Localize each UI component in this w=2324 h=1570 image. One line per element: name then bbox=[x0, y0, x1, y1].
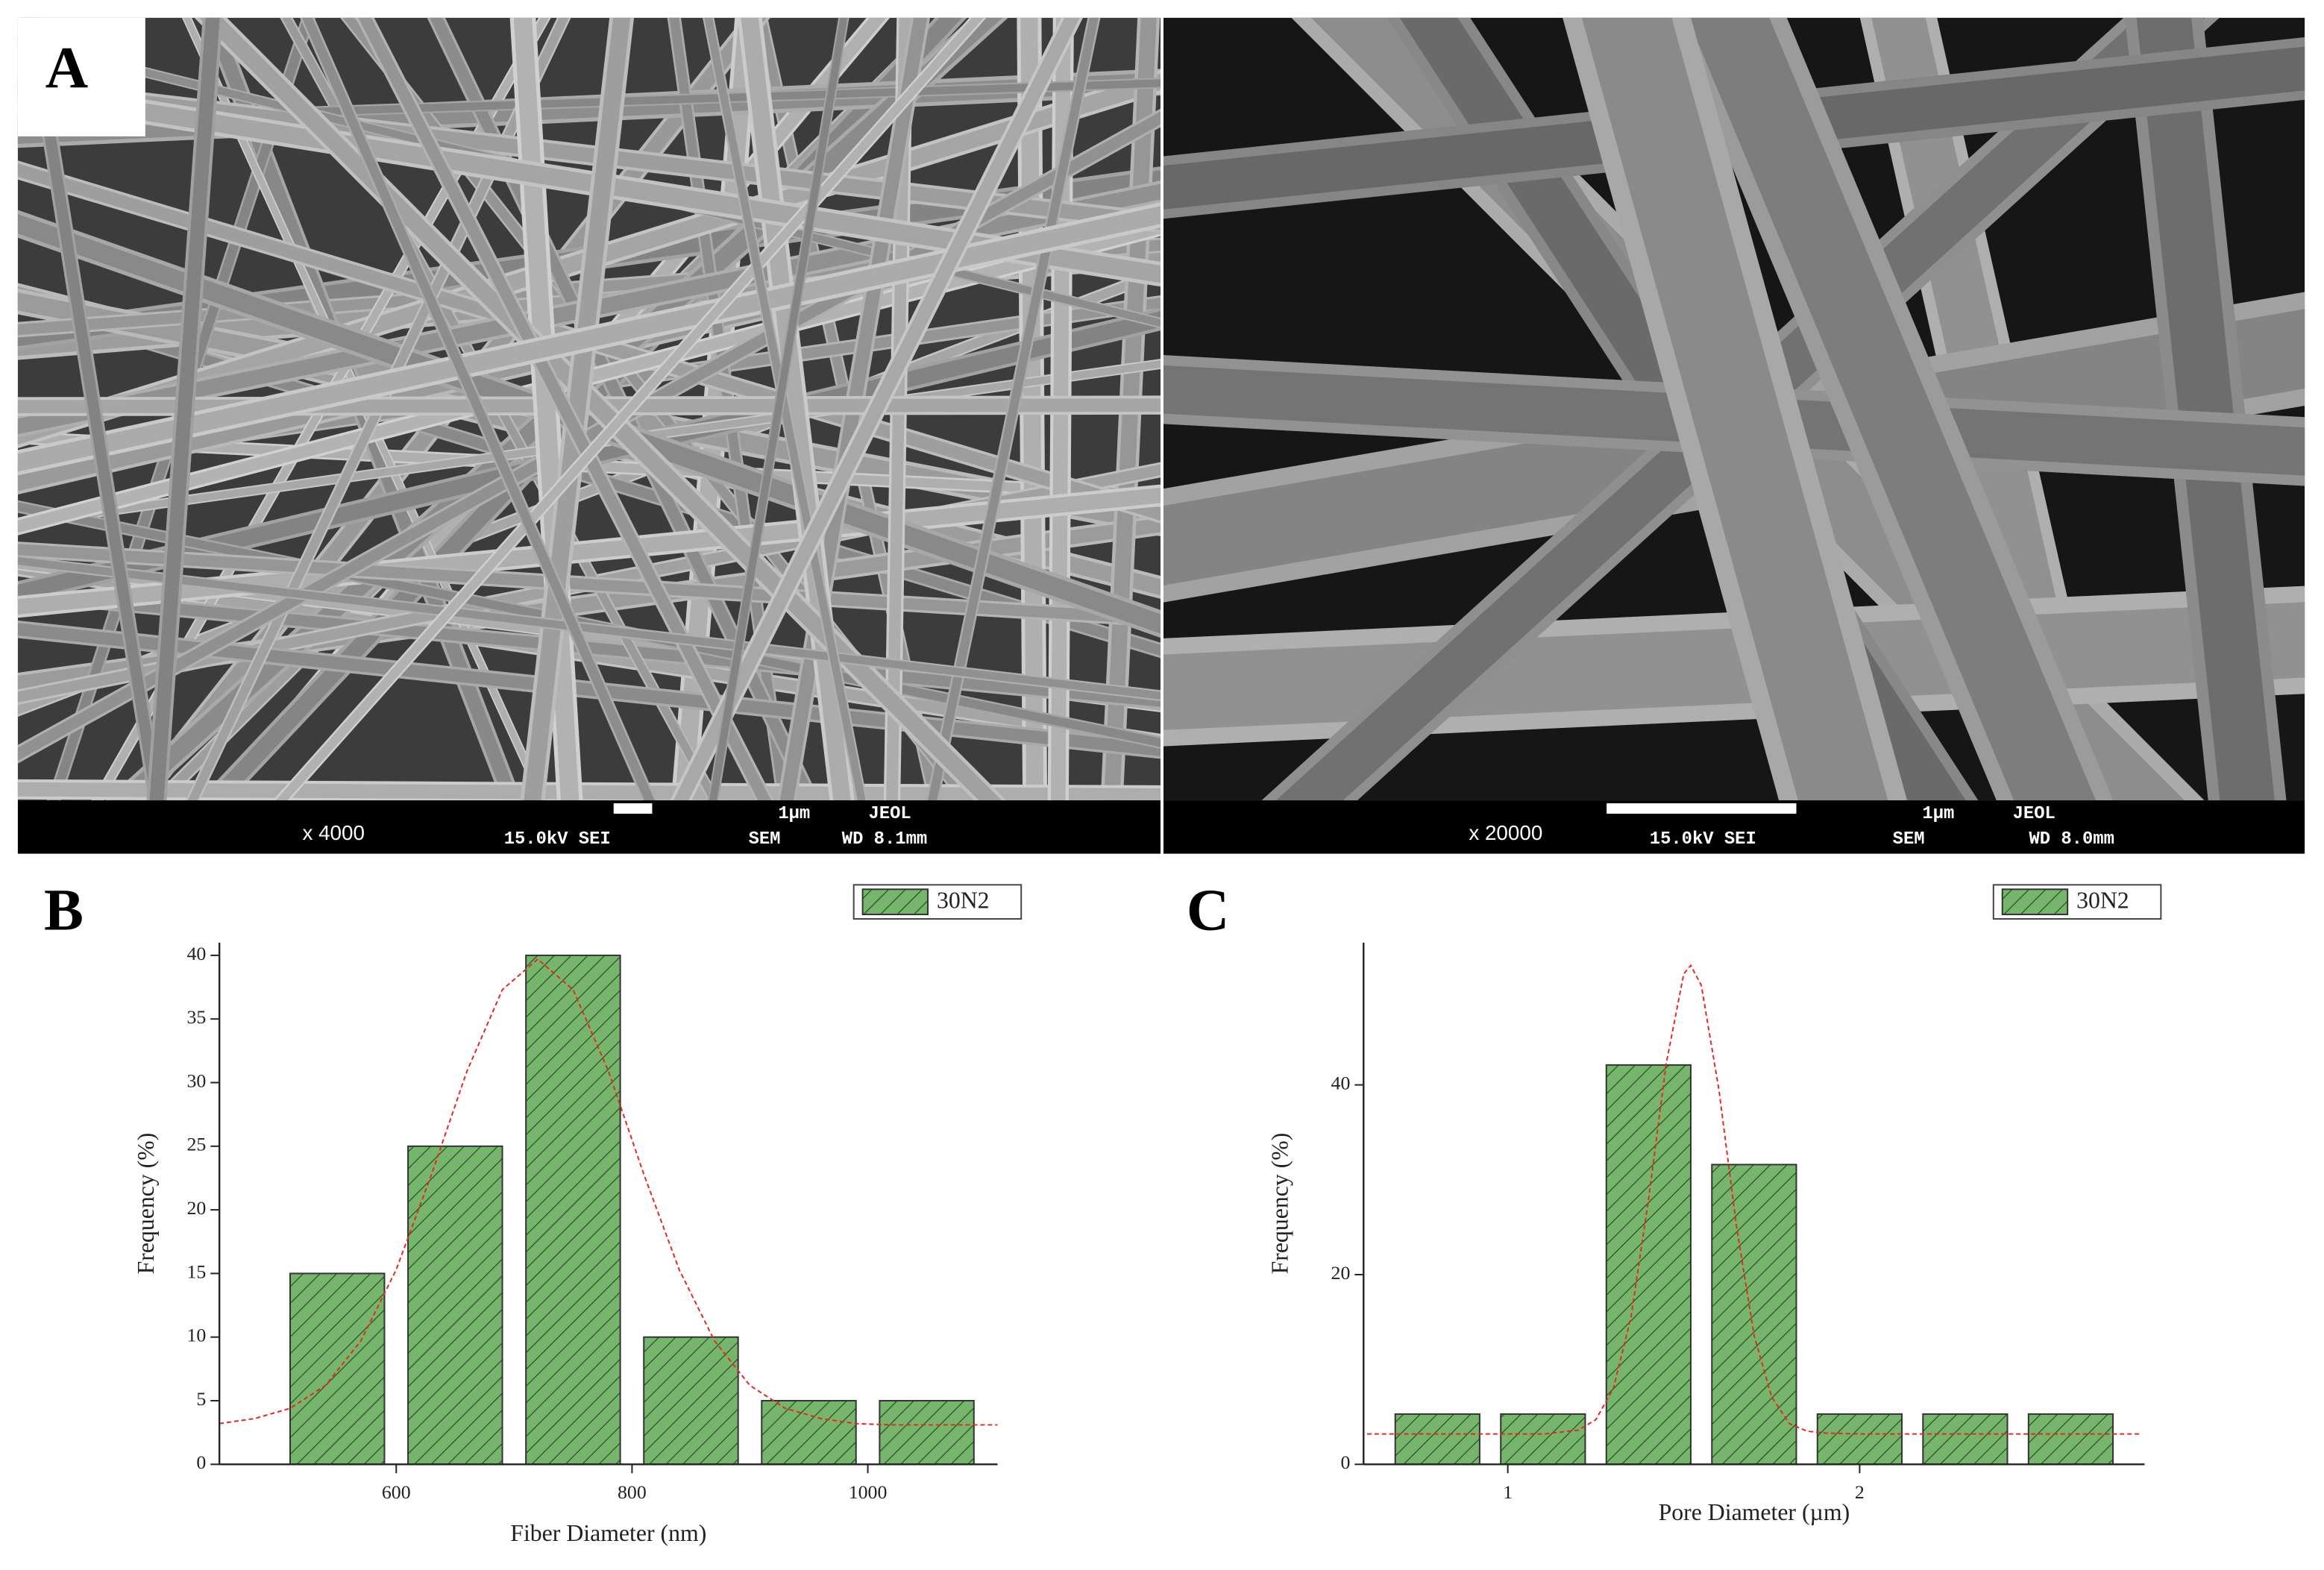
magnification: x 4000 bbox=[302, 821, 365, 844]
y-tick-label: 0 bbox=[1340, 1451, 1350, 1473]
bar bbox=[879, 1400, 975, 1466]
fiber bbox=[928, 17, 1099, 801]
x-axis-label: Fiber Diameter (nm) bbox=[510, 1520, 706, 1546]
fibers bbox=[1163, 17, 2305, 801]
maker: JEOL bbox=[2013, 804, 2056, 824]
fiber bbox=[741, 17, 851, 801]
working-distance: WD 8.1mm bbox=[842, 829, 927, 850]
y-tick-label: 5 bbox=[196, 1388, 206, 1410]
fiber bbox=[17, 556, 1161, 700]
fiber bbox=[704, 17, 866, 801]
voltage: 15.0kV SEI bbox=[504, 829, 611, 850]
mode: SEM bbox=[1893, 829, 1925, 850]
panel-label: C bbox=[1187, 877, 1229, 943]
x-tick-label: 2 bbox=[1855, 1481, 1865, 1503]
bar bbox=[1605, 1064, 1692, 1466]
fiber bbox=[17, 544, 1161, 625]
x-tick-label: 1 bbox=[1503, 1481, 1513, 1503]
y-tick-label: 35 bbox=[186, 1006, 206, 1028]
y-tick-label: 20 bbox=[186, 1197, 206, 1219]
fiber bbox=[302, 17, 655, 801]
x-tick-label: 1000 bbox=[849, 1481, 888, 1503]
voltage: 15.0kV SEI bbox=[1650, 829, 1756, 850]
y-tick-label: 30 bbox=[186, 1070, 206, 1091]
fiber bbox=[17, 206, 1161, 472]
fiber bbox=[524, 17, 631, 801]
fiber bbox=[513, 17, 580, 801]
bar bbox=[761, 1400, 857, 1466]
y-tick-label: 40 bbox=[1331, 1073, 1351, 1094]
fiber bbox=[199, 17, 1002, 801]
bar bbox=[525, 954, 621, 1466]
fiber bbox=[17, 487, 1161, 615]
fiber bbox=[1163, 602, 2305, 730]
bar bbox=[1394, 1413, 1480, 1466]
bar bbox=[1816, 1413, 1903, 1466]
y-tick-label: 15 bbox=[186, 1260, 206, 1282]
legend-swatch bbox=[861, 888, 929, 916]
x-tick-label: 800 bbox=[618, 1481, 647, 1503]
legend-label: 30N2 bbox=[937, 887, 990, 913]
y-tick-label: 40 bbox=[186, 943, 206, 964]
fiber bbox=[149, 17, 220, 801]
panel-label: A bbox=[45, 36, 88, 101]
fibers bbox=[17, 17, 1161, 801]
scale-bar bbox=[1607, 803, 1797, 814]
y-tick-label: 20 bbox=[1331, 1262, 1351, 1284]
y-tick-label: 0 bbox=[196, 1451, 206, 1473]
scale-bar bbox=[613, 803, 653, 814]
y-axis-label: Frequency (%) bbox=[1266, 1133, 1293, 1275]
label-box bbox=[17, 17, 145, 136]
info-bar bbox=[17, 800, 1161, 854]
fiber bbox=[275, 17, 984, 801]
bar bbox=[1500, 1413, 1586, 1466]
fiber bbox=[17, 214, 1161, 634]
bar bbox=[407, 1145, 503, 1466]
panel-label: B bbox=[44, 877, 84, 943]
fiber bbox=[709, 17, 848, 801]
bar bbox=[1711, 1164, 1797, 1466]
scale-label: 1μm bbox=[1922, 804, 1954, 824]
bar bbox=[289, 1272, 386, 1466]
fiber bbox=[1050, 17, 1071, 801]
y-axis-label: Frequency (%) bbox=[133, 1133, 159, 1275]
legend-label: 30N2 bbox=[2076, 887, 2129, 913]
legend-swatch bbox=[2001, 888, 2069, 916]
scale-label: 1μm bbox=[778, 804, 810, 824]
fit-curve bbox=[219, 958, 998, 1426]
maker: JEOL bbox=[869, 804, 911, 824]
fit-curve bbox=[1366, 964, 2141, 1435]
magnification: x 20000 bbox=[1469, 821, 1542, 844]
x-tick-label: 600 bbox=[382, 1481, 411, 1503]
bar bbox=[1922, 1413, 2009, 1466]
bar bbox=[643, 1336, 739, 1466]
y-tick-label: 10 bbox=[186, 1325, 206, 1346]
fiber bbox=[1687, 17, 2096, 801]
x-axis-label: Pore Diameter (µm) bbox=[1659, 1499, 1850, 1525]
working-distance: WD 8.0mm bbox=[2029, 829, 2114, 850]
bar bbox=[2027, 1413, 2114, 1466]
fiber bbox=[1581, 17, 1888, 801]
y-tick-label: 25 bbox=[186, 1134, 206, 1155]
mode: SEM bbox=[749, 829, 781, 850]
